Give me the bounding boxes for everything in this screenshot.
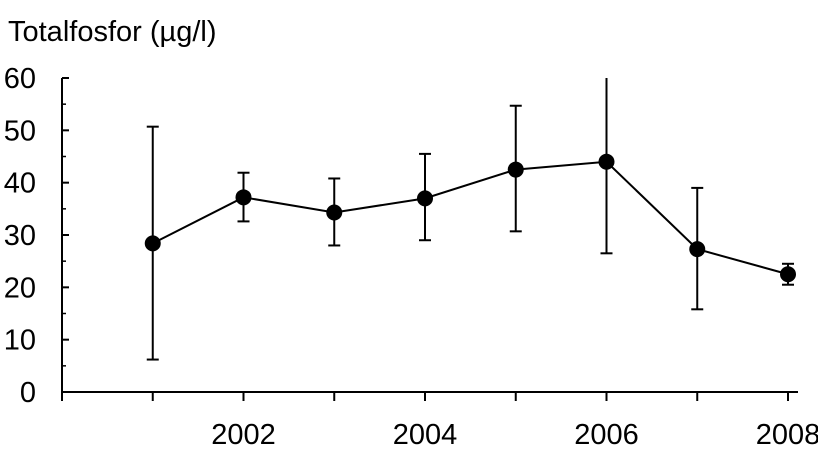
y-axis-label: Totalfosfor (µg/l) [8,14,217,50]
data-point [145,235,161,251]
y-tick-label: 10 [4,325,36,357]
y-tick-label: 30 [4,220,36,252]
series-line [153,162,788,275]
y-tick-label: 40 [4,168,36,200]
data-point [780,266,796,282]
y-tick-label: 60 [4,63,36,95]
data-point [689,241,705,257]
y-tick-label: 50 [4,115,36,147]
x-tick-label: 2006 [574,419,639,448]
data-point [599,154,615,170]
data-point [326,204,342,220]
y-tick-label: 0 [20,377,36,409]
data-point [236,189,252,205]
x-tick-label: 2008 [756,419,818,448]
y-tick-label: 20 [4,272,36,304]
x-tick-label: 2004 [393,419,458,448]
x-tick-label: 2002 [211,419,276,448]
data-point [508,162,524,178]
data-point [417,190,433,206]
